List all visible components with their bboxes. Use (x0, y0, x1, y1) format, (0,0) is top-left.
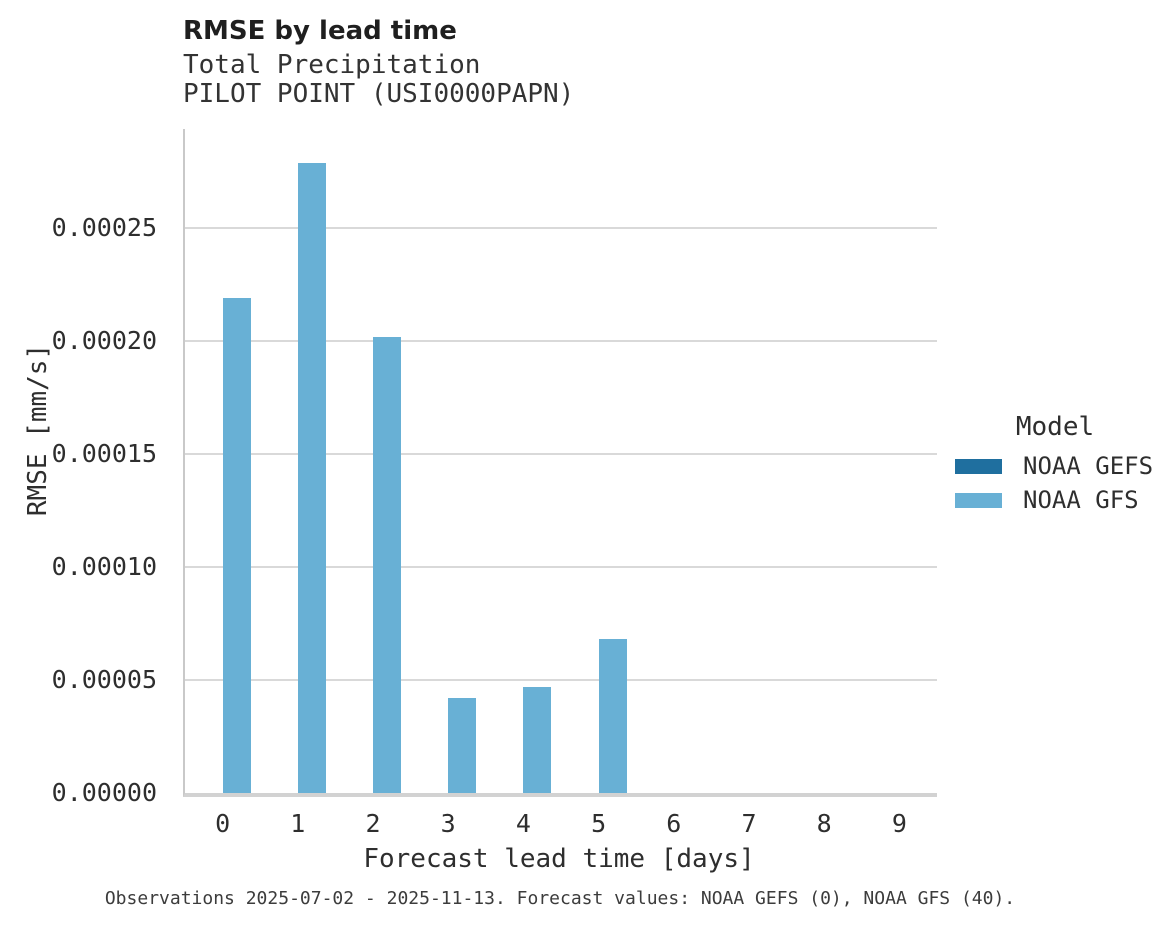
y-tick-label: 0.00010 (51, 552, 157, 582)
x-tick-label: 1 (290, 809, 306, 838)
legend-entry-noaa-gefs: NOAA GEFS (955, 454, 1155, 478)
y-tick-label: 0.00005 (51, 665, 157, 695)
plot-area (183, 129, 937, 797)
x-tick-label: 5 (591, 809, 607, 838)
chart-subtitle-station: PILOT POINT (USI0000PAPN) (183, 79, 575, 109)
gridline-y (185, 679, 937, 682)
x-tick-label: 9 (891, 809, 907, 838)
gridline-y (185, 453, 937, 456)
x-axis-label: Forecast lead time [days] (363, 844, 755, 874)
legend: Model NOAA GEFS NOAA GFS (955, 413, 1155, 512)
y-tick-label: 0.00020 (51, 326, 157, 356)
chart-subtitle-variable: Total Precipitation (183, 50, 481, 80)
footnote-caption: Observations 2025-07-02 - 2025-11-13. Fo… (104, 888, 1016, 909)
bar-noaa-gfs-lead-3 (448, 698, 477, 793)
y-axis-label: RMSE [mm/s] (23, 343, 53, 517)
legend-entry-noaa-gfs: NOAA GFS (955, 488, 1155, 512)
legend-label: NOAA GFS (1023, 486, 1139, 514)
bar-noaa-gfs-lead-5 (598, 639, 627, 793)
gridline-y (185, 566, 937, 569)
bar-noaa-gfs-lead-1 (297, 162, 326, 793)
bar-noaa-gfs-lead-0 (222, 298, 251, 793)
chart-title: RMSE by lead time (183, 16, 457, 46)
bar-noaa-gfs-lead-2 (373, 336, 401, 793)
gridline-y (185, 227, 937, 230)
x-tick-label: 8 (816, 809, 832, 838)
x-tick-label: 3 (440, 809, 456, 838)
x-tick-label: 7 (741, 809, 757, 838)
bar-noaa-gfs-lead-4 (523, 686, 552, 793)
x-tick-label: 6 (666, 809, 682, 838)
y-tick-label: 0.00000 (51, 778, 157, 807)
legend-swatch (955, 492, 1002, 508)
y-tick-label: 0.00025 (51, 213, 157, 243)
legend-swatch (955, 458, 1002, 474)
legend-label: NOAA GEFS (1023, 452, 1154, 480)
x-tick-label: 0 (215, 809, 231, 838)
x-tick-label: 2 (365, 809, 381, 838)
x-tick-label: 4 (515, 809, 531, 838)
y-tick-label: 0.00015 (51, 439, 157, 469)
gridline-y (185, 340, 937, 343)
legend-title: Model (1015, 412, 1095, 442)
